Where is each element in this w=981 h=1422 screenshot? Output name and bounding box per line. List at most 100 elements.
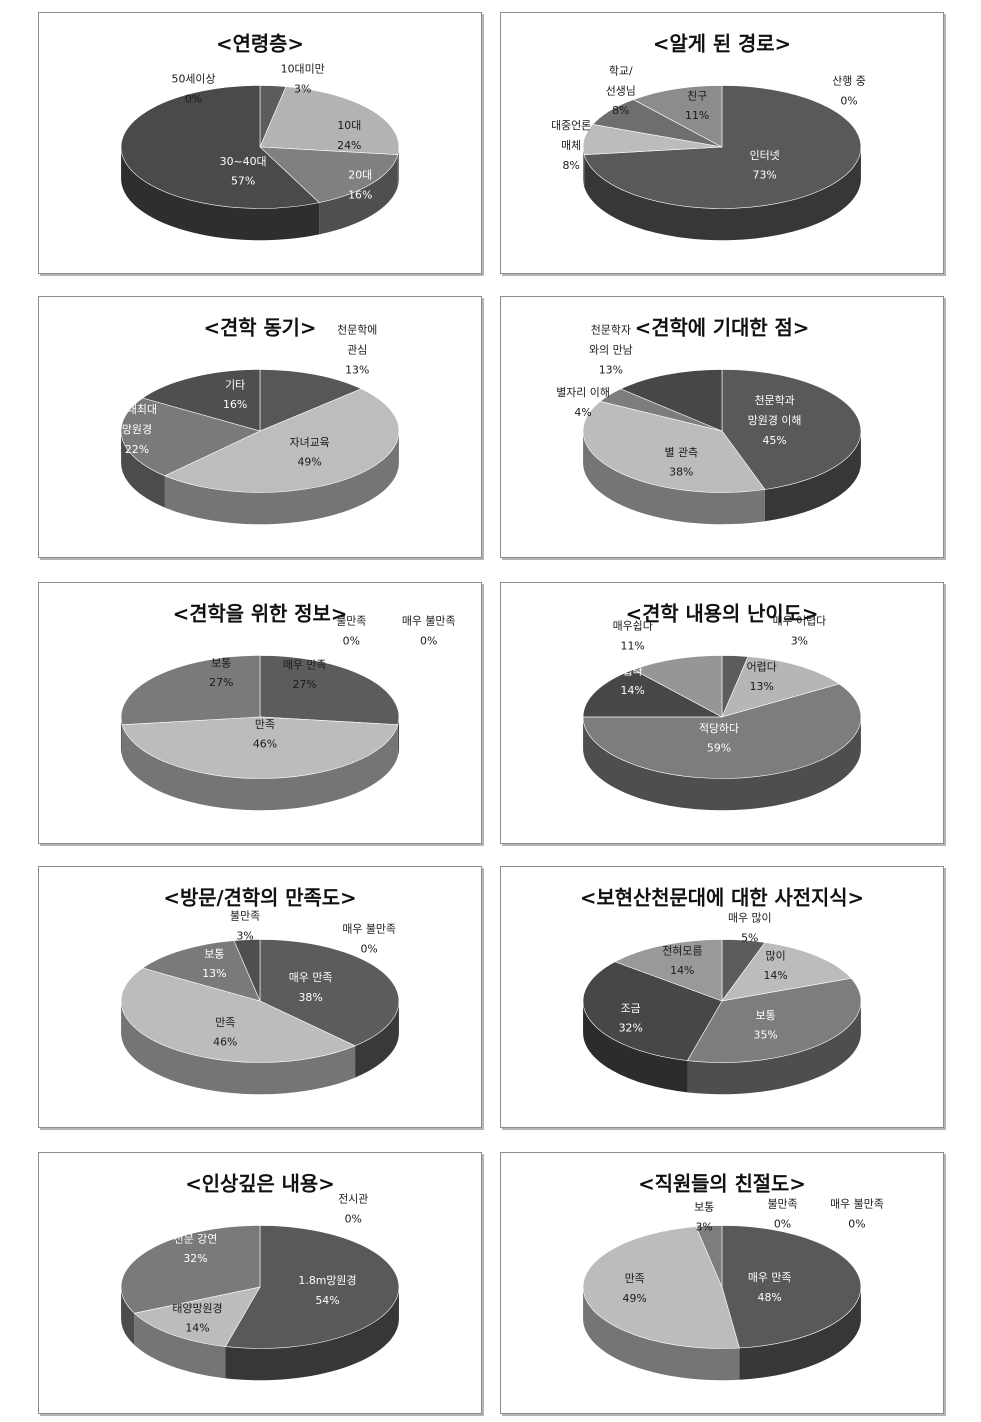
- pie-slice-side: [122, 724, 398, 811]
- pie-side-walls: [583, 430, 861, 525]
- chart-panel-discovery-route: <알게 된 경로> 인터넷 73% 대중언론 매체 8% 학교/선생님 8% 친구 11% 산행 중…: [500, 12, 944, 274]
- slice-percent: 0%: [343, 635, 360, 648]
- slice-label: 20대 16%: [348, 169, 372, 202]
- slice-percent: 45%: [762, 434, 786, 447]
- pie-side-walls: [583, 146, 861, 241]
- slice-label: 만족 46%: [253, 718, 277, 751]
- pie-slice: [583, 85, 862, 209]
- slice-label: 전혀모름 14%: [662, 944, 702, 977]
- chart-title: <직원들의 친절도>: [638, 1173, 806, 1196]
- slice-percent: 46%: [253, 738, 277, 751]
- chart-title: <알게 된 경로>: [653, 33, 791, 56]
- slice-percent: 0%: [345, 1212, 362, 1225]
- pie-slice-side: [764, 430, 861, 522]
- slice-percent: 49%: [297, 456, 321, 469]
- slice-label: 보통 13%: [202, 947, 226, 980]
- pie-slice: [120, 655, 261, 725]
- pie-side-walls: [121, 146, 399, 241]
- pie-slice-side: [134, 1313, 226, 1379]
- slice-label: 매우 만족 27%: [283, 658, 327, 691]
- slice-label: 학교/선생님 8%: [606, 65, 636, 118]
- pie-slice: [120, 85, 320, 209]
- pie-chart-4: <견학을 위한 정보> 매우 만족 27% 만족 46% 보통 27% 불만족 0% 매우 불만족…: [120, 603, 456, 811]
- slice-percent: 8%: [563, 159, 580, 172]
- pie-chart-8: <인상깊은 내용>전시관 0% 1.8m망원경 54% 태양망원경 14% 천문 강연 32%: [120, 1173, 400, 1381]
- slice-percent: 59%: [707, 742, 731, 755]
- slice-percent: 32%: [183, 1252, 207, 1265]
- slice-percent: 0%: [420, 635, 437, 648]
- slice-label: 친구 11%: [685, 89, 709, 122]
- slice-label: 불만족 0%: [336, 615, 366, 648]
- pie-slice: [619, 369, 723, 432]
- slice-percent: 57%: [231, 175, 255, 188]
- pie-side-walls: [583, 1000, 861, 1095]
- slice-label: 10대미만 3%: [281, 63, 325, 96]
- chart-panel-expectation: <견학에 기대한 점> 천문학과 망원경 이해 45% 별 관측 38% 별자리 이해 4% 천…: [500, 296, 944, 558]
- chart-panel-difficulty: <견학 내용의 난이도> 매우 어렵다 3% 어렵다 13% 적당하다 59% 쉽다 14% 매우…: [500, 582, 944, 844]
- slice-percent: 3%: [695, 1220, 712, 1233]
- slice-percent: 13%: [750, 680, 774, 693]
- pie-side-walls: [121, 1000, 399, 1095]
- slice-percent: 3%: [791, 635, 808, 648]
- slice-percent: 14%: [621, 684, 645, 697]
- slice-label: 50세이상 0%: [172, 72, 216, 105]
- pie-slice-side: [397, 146, 399, 187]
- slice-percent: 38%: [669, 466, 693, 479]
- slice-label: 매우 어렵다 3%: [773, 615, 827, 648]
- slice-percent: 46%: [213, 1036, 237, 1049]
- slice-percent: 54%: [315, 1294, 339, 1307]
- slice-percent: 0%: [840, 94, 857, 107]
- slice-label: 별 관측 38%: [665, 446, 699, 479]
- slice-percent: 13%: [599, 363, 623, 376]
- pie-slice: [695, 1225, 723, 1288]
- slice-label: 어렵다 13%: [747, 660, 777, 693]
- pie-slice-side: [355, 1000, 399, 1078]
- chart-panel-prior-knowledge: <보현산천문대에 대한 사전지식> 매우 많이 5% 많이 14% 보통 35% 조금 32% 전…: [500, 866, 944, 1128]
- pie-side-walls: [583, 1286, 861, 1381]
- chart-panel-visit-motive: <견학 동기> 천문학에 관심 13% 자녀교육 49% 국내최대 망원경 22% 기타 16%: [38, 296, 482, 558]
- pie-slice: [632, 85, 723, 148]
- slice-label: 천문학자 와의 만남 13%: [589, 323, 633, 377]
- slice-label: 매우 만족 48%: [748, 1271, 792, 1304]
- slice-label: 30~40대 57%: [220, 155, 267, 188]
- chart-title: <견학에 기대한 점>: [635, 317, 810, 340]
- chart-title: <방문/견학의 만족도>: [163, 887, 356, 910]
- chart-panel-age-group: <연령층> 10대미만 3% 10대 24% 20대 16% 30~40대 57% 50세이상 0%: [38, 12, 482, 274]
- slice-percent: 48%: [758, 1291, 782, 1304]
- slice-label: 태양망원경 14%: [172, 1302, 222, 1335]
- slice-percent: 49%: [623, 1292, 647, 1305]
- chart-title: <인상깊은 내용>: [185, 1173, 335, 1196]
- pie-slice-side: [584, 146, 861, 241]
- slice-percent: 38%: [298, 991, 322, 1004]
- slice-label: 인터넷 73%: [750, 149, 780, 182]
- slice-percent: 14%: [670, 964, 694, 977]
- slice-label: 1.8m망원경 54%: [298, 1274, 356, 1307]
- pie-slice: [120, 1225, 261, 1314]
- chart-title: <연령층>: [216, 33, 304, 56]
- slice-percent: 13%: [202, 967, 226, 980]
- slice-percent: 16%: [348, 189, 372, 202]
- slice-label: 매우 많이 5%: [728, 912, 772, 945]
- slice-label: 보통 35%: [754, 1009, 778, 1042]
- pie-slice: [233, 939, 261, 1002]
- chart-title: <보현산천문대에 대한 사전지식>: [580, 887, 864, 910]
- pie-slice: [259, 369, 363, 432]
- pie-side-walls: [121, 1286, 399, 1381]
- pie-slice-side: [319, 154, 398, 235]
- pie-side-walls: [121, 716, 399, 811]
- slice-label: 매우쉽다 11%: [613, 620, 653, 653]
- slice-label: 조금 32%: [619, 1002, 643, 1035]
- pie-chart-1: <알게 된 경로> 인터넷 73% 대중언론 매체 8% 학교/선생님 8% 친구 11% 산행 중…: [551, 33, 866, 241]
- pie-chart-9: <직원들의 친절도> 매우 만족 48% 만족 49% 보통 3% 불만족 0% 매우 불만족 0%: [582, 1173, 884, 1381]
- chart-title: <견학 내용의 난이도>: [626, 603, 819, 626]
- slice-label: 전시관 0%: [338, 1193, 368, 1226]
- pie-slice: [614, 939, 723, 1002]
- pie-slice-side: [121, 430, 165, 508]
- pie-slice: [582, 961, 723, 1061]
- pie-slice-side: [583, 146, 585, 187]
- pie-side-walls: [121, 430, 399, 525]
- slice-label: 보통 3%: [694, 1201, 714, 1234]
- pie-slice: [121, 716, 399, 779]
- slice-label: 매우 만족 38%: [289, 971, 333, 1004]
- slice-label: 매우 불만족 0%: [402, 615, 456, 648]
